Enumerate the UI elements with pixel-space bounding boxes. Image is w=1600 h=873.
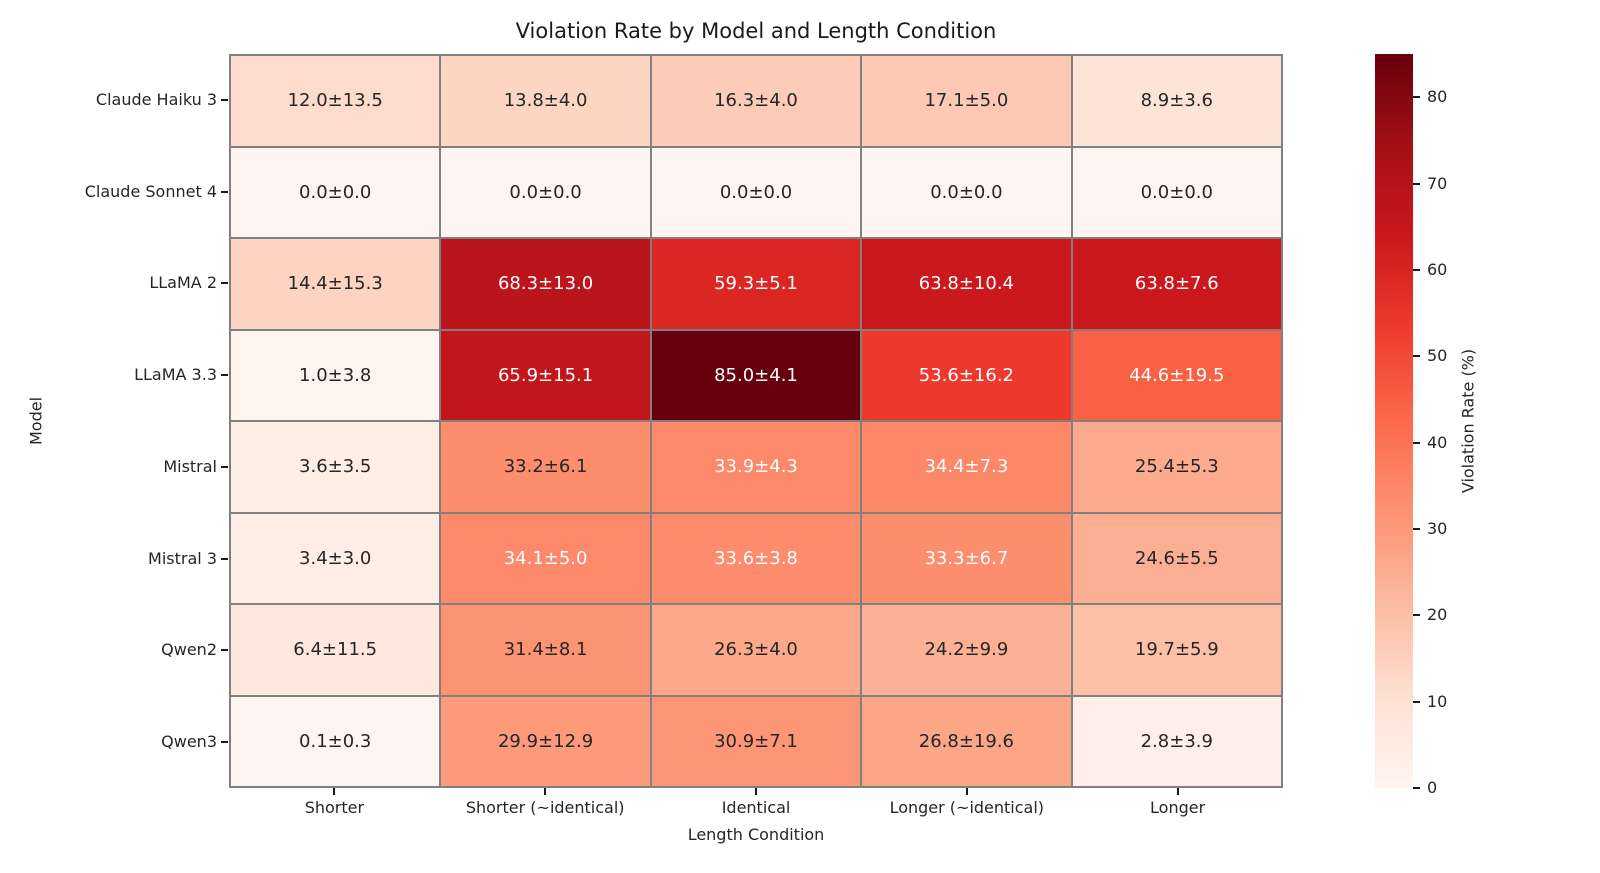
y-tick-label: LLaMA 3.3 [134,365,217,385]
y-tick-mark [221,282,228,285]
colorbar-tick-mark [1413,441,1420,444]
colorbar-tick-label: 60 [1427,259,1448,279]
heatmap-cell: 68.3±13.0 [441,239,650,329]
heatmap-cell: 31.4±8.1 [441,605,650,695]
heatmap-cell: 33.3±6.7 [862,513,1071,603]
colorbar-tick-label: 80 [1427,87,1448,107]
colorbar-tick-mark [1413,700,1420,703]
heatmap-cell: 53.6±16.2 [862,330,1071,420]
chart-title: Violation Rate by Model and Length Condi… [515,19,997,43]
colorbar-tick-mark [1413,787,1420,789]
y-tick-mark [221,98,228,101]
heatmap-cell: 33.6±3.8 [651,513,861,603]
colorbar-tick-mark [1413,614,1420,617]
heatmap-cell: 0.0±0.0 [441,147,650,237]
heatmap-cell: 6.4±11.5 [231,605,440,695]
heatmap-cell: 0.0±0.0 [862,147,1071,237]
colorbar-tick-label: 20 [1427,605,1448,625]
y-tick-label: Qwen2 [161,640,217,660]
heatmap-cell: 34.4±7.3 [862,422,1071,512]
x-tick-mark [544,788,547,795]
colorbar-tick-label: 0 [1427,778,1438,797]
heatmap-cell: 3.4±3.0 [231,513,440,603]
y-tick-label: Mistral [163,456,217,476]
x-tick-mark [755,788,757,795]
colorbar-tick-label: 30 [1427,518,1448,538]
heatmap-cell: 0.0±0.0 [651,147,861,237]
colorbar-tick-mark [1413,527,1420,530]
x-tick-label: Longer (~identical) [889,798,1045,817]
y-tick-mark [221,374,228,377]
heatmap-grid: 12.0±13.5 13.8±4.0 16.3±4.0 17.1±5.0 8.9±3.6… [229,54,1283,788]
x-tick-label: Identical [721,798,791,817]
y-tick-label: LLaMA 2 [149,273,217,293]
heatmap-cell: 33.2±6.1 [441,422,650,512]
colorbar-tick-label: 70 [1427,173,1448,193]
heatmap-cell: 65.9±15.1 [441,330,650,420]
heatmap-cell: 26.3±4.0 [651,605,861,695]
x-tick-label: Shorter [304,798,365,817]
colorbar-label: Violation Rate (%) [1458,348,1478,494]
heatmap-cell: 30.9±7.1 [651,696,861,786]
y-tick-mark [221,649,228,652]
y-tick-label: Claude Sonnet 4 [84,181,217,201]
heatmap-cell: 29.9±12.9 [441,696,650,786]
heatmap-cell: 85.0±4.1 [651,330,861,420]
colorbar-tick-mark [1413,355,1420,358]
y-tick-mark [221,557,228,560]
heatmap-cell: 59.3±5.1 [651,239,861,329]
y-tick-mark [221,741,228,744]
heatmap-cell: 17.1±5.0 [862,56,1071,146]
colorbar-tick-mark [1413,96,1420,99]
colorbar-tick-label: 50 [1427,346,1448,366]
heatmap-cell: 14.4±15.3 [231,239,440,329]
x-tick-mark [965,788,968,795]
heatmap-cell: 2.8±3.9 [1072,696,1281,786]
colorbar [1375,54,1413,788]
heatmap-cell: 63.8±10.4 [862,239,1071,329]
y-tick-mark [221,465,228,468]
heatmap-cell: 33.9±4.3 [651,422,861,512]
heatmap-cell: 24.2±9.9 [862,605,1071,695]
colorbar-tick-label: 40 [1427,432,1448,452]
colorbar-tick-mark [1413,182,1420,185]
heatmap-cell: 63.8±7.6 [1072,239,1281,329]
heatmap-cell: 1.0±3.8 [231,330,440,420]
heatmap-cell: 26.8±19.6 [862,696,1071,786]
heatmap-cell: 0.0±0.0 [231,147,440,237]
heatmap-cell: 8.9±3.6 [1072,56,1281,146]
x-axis-label: Length Condition [687,825,825,844]
heatmap-cell: 12.0±13.5 [231,56,440,146]
heatmap-cell: 25.4±5.3 [1072,422,1281,512]
heatmap-cell: 0.1±0.3 [231,696,440,786]
y-axis-label: Model [26,396,46,446]
heatmap-cell: 44.6±19.5 [1072,330,1281,420]
x-tick-mark [333,788,336,795]
x-tick-mark [1176,788,1179,795]
heatmap-cell: 16.3±4.0 [651,56,861,146]
heatmap-cell: 19.7±5.9 [1072,605,1281,695]
heatmap-cell: 24.6±5.5 [1072,513,1281,603]
y-tick-label: Qwen3 [161,732,217,752]
y-tick-label: Mistral 3 [148,548,217,568]
y-tick-mark [221,190,228,193]
colorbar-tick-label: 10 [1427,691,1448,711]
heatmap-cell: 0.0±0.0 [1072,147,1281,237]
x-tick-label: Longer [1150,798,1206,817]
y-tick-label: Claude Haiku 3 [95,89,217,109]
colorbar-tick-mark [1413,268,1420,271]
heatmap-cell: 3.6±3.5 [231,422,440,512]
heatmap-cell: 34.1±5.0 [441,513,650,603]
heatmap-cell: 13.8±4.0 [441,56,650,146]
x-tick-label: Shorter (~identical) [465,798,625,817]
